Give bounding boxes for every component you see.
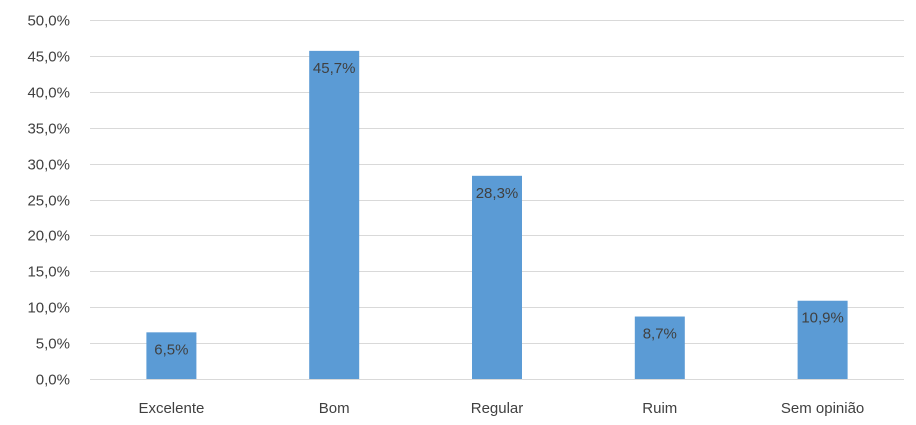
y-tick-label: 20,0% <box>27 228 70 245</box>
x-tick-label: Ruim <box>642 400 677 417</box>
data-label: 28,3% <box>476 185 519 202</box>
bar <box>309 50 360 380</box>
bar <box>634 316 685 379</box>
y-tick-label: 10,0% <box>27 300 70 317</box>
data-label: 8,7% <box>643 326 677 343</box>
y-tick-label: 0,0% <box>36 372 70 389</box>
x-tick-label: Sem opinião <box>781 400 864 417</box>
bar <box>797 300 848 379</box>
bar <box>146 332 197 379</box>
x-tick-label: Regular <box>471 400 524 417</box>
y-tick-label: 5,0% <box>36 336 70 353</box>
x-axis-category-labels: Excelente Bom Regular Ruim Sem opinião <box>138 400 864 417</box>
y-tick-label: 15,0% <box>27 264 70 281</box>
y-tick-label: 25,0% <box>27 193 70 210</box>
data-label: 45,7% <box>313 60 356 77</box>
x-tick-label: Bom <box>319 400 350 417</box>
data-label: 10,9% <box>801 310 844 327</box>
bars <box>146 50 848 380</box>
y-tick-label: 45,0% <box>27 49 70 66</box>
y-tick-label: 50,0% <box>27 13 70 30</box>
data-label: 6,5% <box>154 341 188 358</box>
y-tick-label: 35,0% <box>27 121 70 138</box>
y-axis-tick-labels: 0,0% 5,0% 10,0% 15,0% 20,0% 25,0% 30,0% 35,0% 40… <box>27 13 70 389</box>
y-tick-label: 40,0% <box>27 85 70 102</box>
x-tick-label: Excelente <box>138 400 204 417</box>
bar <box>472 175 522 379</box>
y-tick-label: 30,0% <box>27 157 70 174</box>
data-labels: 6,5% 45,7% 28,3% 8,7% 10,9% <box>154 60 844 358</box>
